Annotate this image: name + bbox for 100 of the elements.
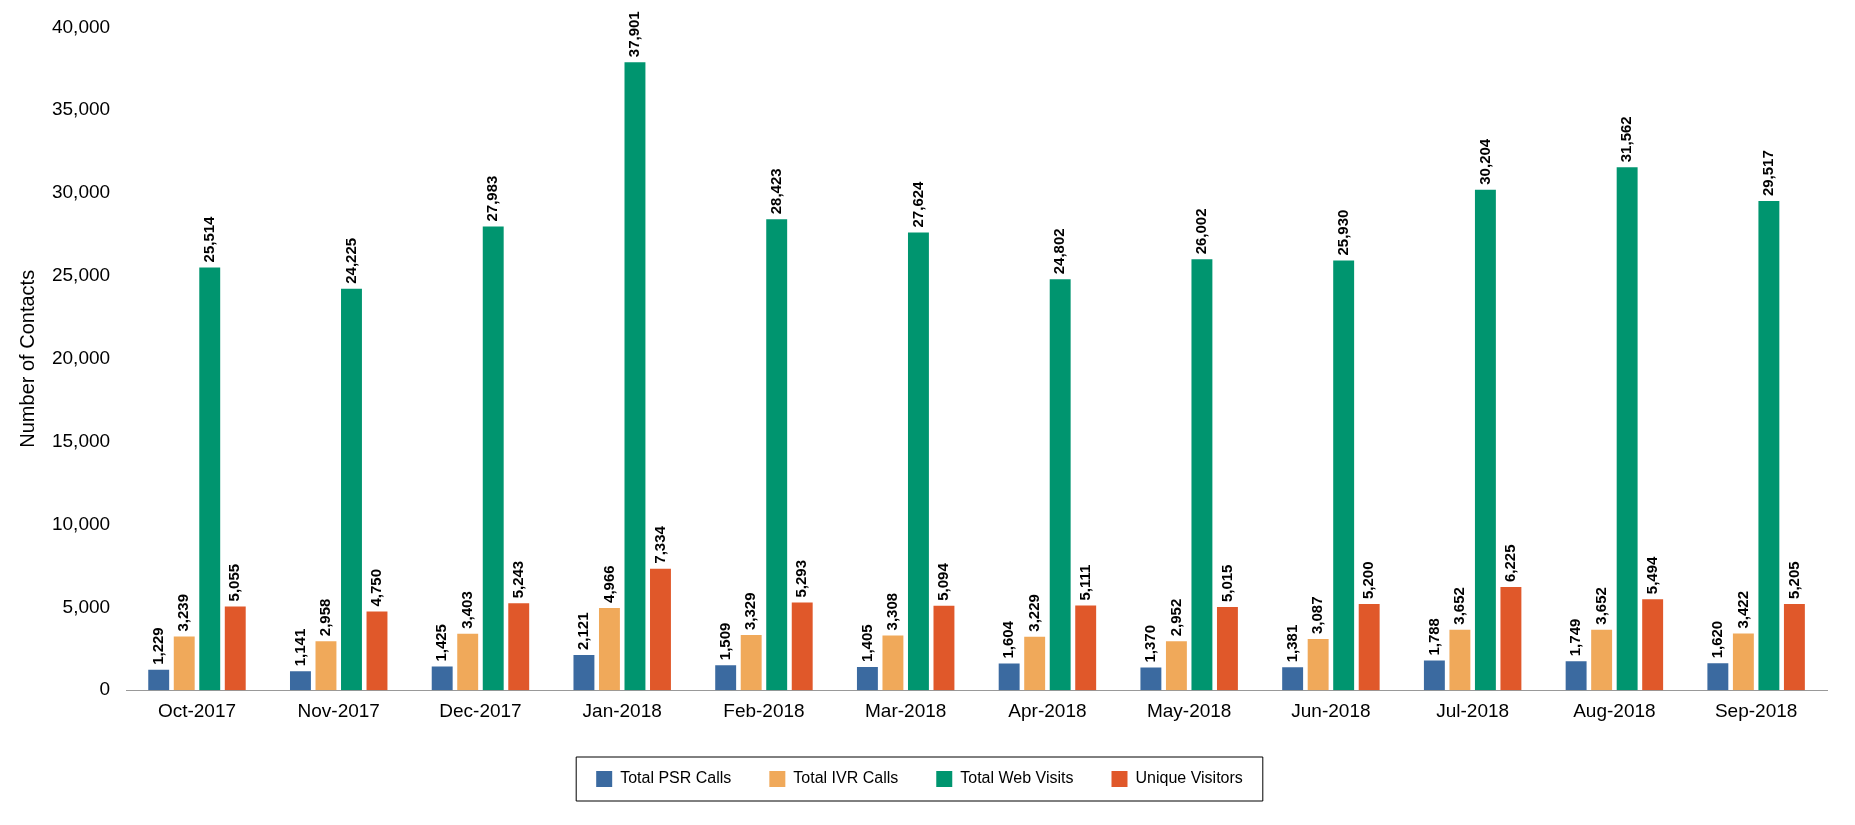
bar [366,611,388,691]
y-tick-label: 35,000 [51,98,111,120]
data-label: 27,624 [908,180,926,228]
data-label: 26,002 [1192,208,1210,255]
x-tick-label: Sep-2018 [1714,699,1798,721]
bar [1423,660,1445,691]
data-label: 5,243 [508,560,526,599]
data-label: 3,652 [1450,587,1468,625]
bar [1140,667,1162,691]
data-label: 3,652 [1591,587,1609,625]
bar [1732,633,1754,691]
data-label: 3,403 [457,591,475,629]
x-tick-label: Oct-2017 [157,699,237,721]
data-label: 25,930 [1333,209,1351,256]
bar [1616,167,1638,691]
data-label: 5,494 [1642,555,1660,595]
data-label: 3,422 [1733,590,1751,629]
data-label: 24,802 [1050,228,1068,275]
bar [598,607,620,691]
x-tick-label: May-2018 [1146,699,1232,721]
data-label: 3,229 [1024,594,1042,632]
data-label: 5,205 [1784,561,1802,599]
data-label: 6,225 [1501,544,1519,583]
bar [431,666,453,691]
bar [1783,603,1805,691]
y-tick-label: 5,000 [62,595,111,617]
data-label: 5,111 [1075,564,1093,601]
x-tick-label: Aug-2018 [1573,699,1656,721]
bar [1758,201,1780,691]
data-label: 4,966 [599,565,617,603]
data-label: 25,514 [199,215,217,263]
y-tick-label: 10,000 [51,512,111,534]
bar [740,635,762,691]
bar [482,226,504,691]
legend-label: Total Web Visits [960,769,1074,787]
bar [933,605,955,691]
data-label: 5,055 [225,563,243,602]
data-label: 3,308 [883,592,901,631]
bar [1333,260,1355,691]
bar [882,635,904,691]
data-label: 2,952 [1166,598,1184,637]
y-axis-title: Number of Contacts [15,269,38,448]
bar [1591,629,1613,691]
y-tick-label: 25,000 [51,264,111,286]
bar [1024,636,1046,691]
data-label: 24,225 [341,237,359,284]
data-label: 1,381 [1282,624,1300,663]
data-label: 1,604 [999,620,1017,659]
bar [148,669,170,691]
data-label: 1,749 [1566,618,1584,657]
legend-label: Unique Visitors [1135,769,1243,787]
data-label: 29,517 [1759,150,1777,197]
data-label: 5,293 [792,559,810,598]
data-label: 1,509 [715,622,733,661]
x-tick-label: Jan-2018 [582,699,662,721]
data-label: 2,958 [316,598,334,637]
bar [224,606,246,691]
bar [1565,661,1587,691]
x-tick-label: Mar-2018 [865,699,947,721]
data-label: 5,015 [1217,564,1235,603]
y-tick-label: 0 [99,678,111,700]
data-label: 1,788 [1424,618,1442,656]
bar [457,633,479,691]
data-label: 7,334 [650,525,668,564]
bar [1449,629,1471,691]
bar [173,636,195,691]
bar [1474,189,1496,691]
bar [1191,259,1213,691]
bar [907,232,929,691]
data-label: 27,983 [483,175,501,222]
data-label: 1,405 [857,624,875,662]
bar [1358,604,1380,691]
x-tick-label: Nov-2017 [297,699,380,721]
y-tick-label: 20,000 [51,347,111,369]
data-label: 5,200 [1359,561,1377,600]
bar [508,603,530,691]
bar [1707,663,1729,691]
data-label: 28,423 [766,168,784,215]
legend-label: Total PSR Calls [620,769,732,787]
data-label: 1,141 [290,628,308,667]
bar [1642,599,1664,691]
bar [715,665,737,691]
bar [573,655,595,691]
bar [341,288,362,691]
data-label: 30,204 [1475,138,1493,185]
bar [998,663,1020,691]
bar [1282,667,1304,691]
data-label: 1,370 [1141,624,1159,663]
data-label: 3,087 [1308,596,1326,635]
bar [1075,605,1097,691]
x-tick-label: Jul-2018 [1436,699,1510,721]
x-tick-label: Apr-2018 [1008,699,1087,721]
data-label: 3,329 [741,592,759,631]
data-label: 2,121 [574,612,592,651]
bar [1049,279,1071,691]
x-tick-label: Jun-2018 [1291,699,1371,721]
bar [289,671,311,691]
legend-label: Total IVR Calls [793,769,899,787]
data-label: 1,425 [432,624,450,662]
bar [1500,587,1522,691]
